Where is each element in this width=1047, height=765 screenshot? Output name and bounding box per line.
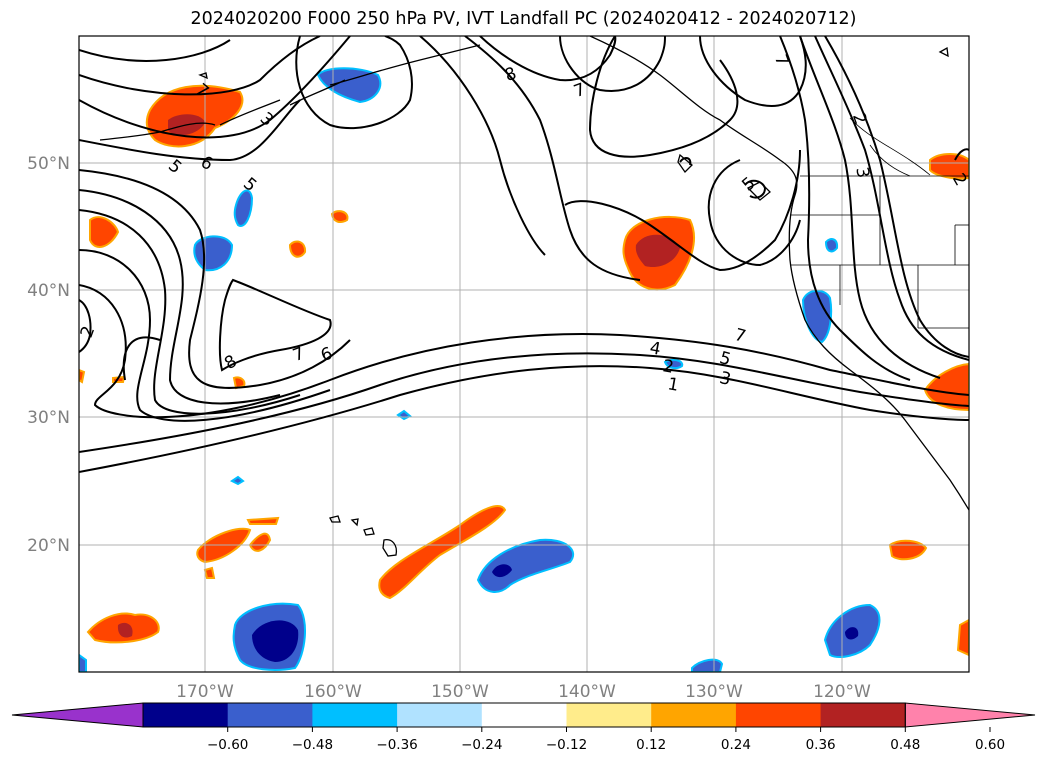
colorbar-tick-label: −0.36	[376, 737, 417, 753]
lat-label-50n: 50°N	[27, 154, 70, 174]
colorbar-tick-label: −0.48	[292, 737, 333, 753]
neg-anomaly	[824, 238, 839, 253]
neg-anomaly-core	[492, 564, 512, 578]
neg-anomaly	[801, 289, 833, 344]
longitude-labels: 170°W 160°W 150°W 140°W 130°W 120°W	[176, 682, 871, 702]
neg-anomaly	[193, 235, 234, 272]
pos-anomaly	[288, 240, 307, 258]
colorbar-tick-label: −0.60	[207, 737, 248, 753]
contour-label: 7	[732, 325, 748, 347]
colorbar-segment	[735, 703, 822, 727]
lon-label-120w: 120°W	[813, 682, 871, 702]
contour-label: 7	[770, 52, 792, 69]
lon-label-170w: 170°W	[176, 682, 234, 702]
pos-anomaly-core	[117, 622, 133, 638]
colorbar-arrow-low	[11, 702, 144, 728]
pos-anomaly-core	[635, 234, 680, 268]
colorbar-arrow-high	[904, 702, 1036, 728]
pv-contours	[79, 36, 969, 473]
colorbar-tick-label: 0.36	[806, 737, 836, 753]
colorbar-tick-label: −0.24	[461, 737, 502, 753]
lon-label-140w: 140°W	[558, 682, 616, 702]
contour-label: 3	[851, 166, 873, 180]
colorbar-tick-label: −0.12	[546, 737, 587, 753]
contour-label: 2	[77, 323, 99, 340]
neg-anomaly	[79, 653, 87, 672]
neg-anomaly-core	[252, 620, 299, 662]
pos-anomaly	[888, 539, 928, 561]
colorbar-segment	[481, 703, 567, 727]
contour-label: 5	[717, 348, 733, 370]
contour-label: 2	[661, 356, 675, 378]
pos-anomaly	[89, 216, 120, 248]
pos-anomaly	[246, 516, 280, 525]
lat-label-40n: 40°N	[27, 281, 70, 301]
neg-anomaly	[476, 538, 575, 593]
contour-label: 6	[197, 152, 216, 175]
contour-label: 4	[648, 338, 662, 360]
contour-label: 8	[502, 64, 519, 86]
pos-anomaly	[232, 376, 246, 390]
colorbar-tick-label: 0.60	[975, 737, 1005, 753]
neg-anomaly	[230, 475, 245, 486]
contour-label: 1	[666, 374, 680, 396]
pos-anomaly	[330, 210, 349, 223]
colorbar-tick-label: 0.48	[890, 737, 920, 753]
colorbar-segment	[312, 703, 398, 727]
pos-anomaly	[378, 505, 507, 600]
colorbar-segment	[820, 703, 906, 727]
pos-anomaly	[79, 368, 86, 384]
colorbar-segment	[566, 703, 652, 727]
map-frame	[78, 35, 970, 673]
map-title: 2024020200 F000 250 hPa PV, IVT Landfall…	[190, 9, 857, 29]
contour-label: 3	[717, 368, 733, 390]
neg-anomaly-core	[845, 627, 859, 640]
pos-anomaly	[956, 618, 969, 657]
lat-label-20n: 20°N	[27, 536, 70, 556]
coastlines	[99, 36, 969, 557]
colorbar-segment	[397, 703, 483, 727]
colorbar-tick-label: 0.12	[636, 737, 666, 753]
colorbar-segment	[143, 703, 229, 727]
contour-label: 5	[164, 156, 185, 178]
neg-anomaly	[316, 67, 382, 104]
contour-label: 7	[290, 344, 307, 366]
lon-label-130w: 130°W	[685, 682, 743, 702]
neg-anomaly	[663, 358, 684, 370]
pv-contour-labels: 8 7 7 3 6 5 5 2 8 7 6 4 5 3 2 1 7 2 3 2 …	[77, 52, 971, 396]
pos-anomaly	[203, 566, 216, 579]
lon-label-150w: 150°W	[431, 682, 489, 702]
neg-anomaly	[233, 189, 254, 227]
colorbar-segment	[227, 703, 313, 727]
neg-anomaly	[691, 658, 724, 672]
lat-label-30n: 30°N	[27, 408, 70, 428]
pos-anomaly	[248, 532, 272, 552]
latitude-labels: 50°N 40°N 30°N 20°N	[27, 154, 70, 556]
lon-label-160w: 160°W	[304, 682, 362, 702]
neg-anomaly	[396, 409, 412, 421]
colorbar-tick-label: 0.24	[721, 737, 751, 753]
colorbar: −0.60 −0.48 −0.36 −0.24 −0.12 0.12 0.24 0.36 0.4…	[11, 702, 1036, 753]
pos-anomaly	[929, 153, 969, 180]
colorbar-segment	[651, 703, 737, 727]
colorbar-frame	[142, 702, 906, 728]
